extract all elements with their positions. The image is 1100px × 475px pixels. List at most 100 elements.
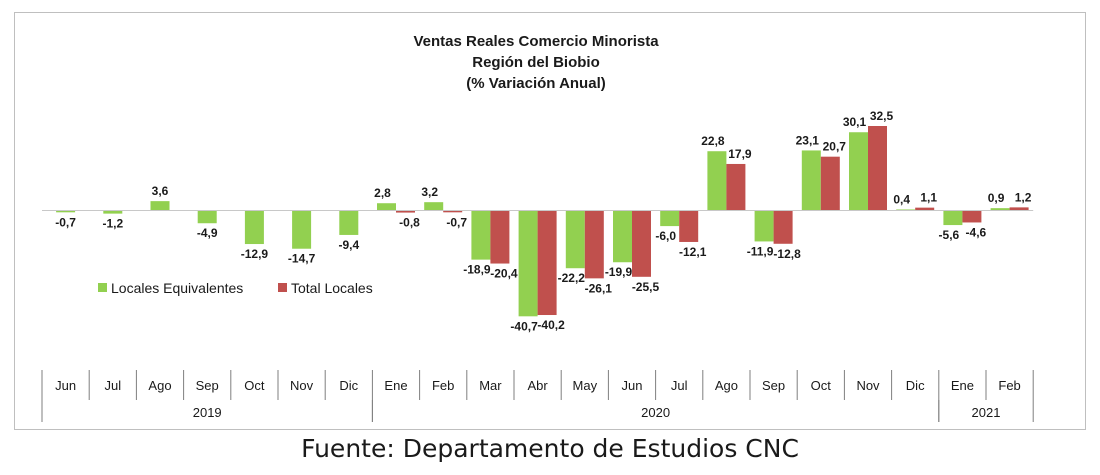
x-tick-label-14: Ago: [715, 378, 738, 393]
x-tick-label-17: Nov: [856, 378, 880, 393]
data-label-locales-equivalentes-8: 3,2: [421, 185, 438, 199]
x-tick-label-3: Sep: [196, 378, 219, 393]
bar-locales-equivalentes-3: [197, 210, 217, 224]
bar-locales-equivalentes-17: [849, 132, 868, 211]
bar-total-locales-9: [490, 210, 510, 264]
x-tick-label-13: Jul: [671, 378, 688, 393]
bar-locales-equivalentes-7: [377, 203, 396, 211]
data-label-locales-equivalentes-20: 0,9: [988, 191, 1005, 205]
bars-layer: [56, 126, 1029, 317]
bar-locales-equivalentes-8: [424, 202, 444, 211]
legend-label-total-locales: Total Locales: [291, 280, 373, 296]
bar-locales-equivalentes-5: [292, 210, 312, 249]
data-label-locales-equivalentes-1: -1,2: [102, 217, 123, 231]
data-label-total-locales-15: -12,8: [773, 247, 801, 261]
bar-locales-equivalentes-4: [244, 210, 264, 245]
bar-locales-equivalentes-15: [754, 210, 774, 242]
bar-total-locales-16: [820, 156, 840, 211]
x-tick-label-6: Dic: [339, 378, 358, 393]
bar-locales-equivalentes-9: [471, 210, 491, 260]
data-label-locales-equivalentes-15: -11,9: [747, 244, 774, 258]
data-label-total-locales-14: 17,9: [728, 147, 752, 161]
data-label-locales-equivalentes-3: -4,9: [197, 226, 218, 240]
chart-title-line-2: Región del Biobio: [472, 54, 600, 71]
year-label-2020: 2020: [641, 405, 670, 420]
data-label-locales-equivalentes-10: -40,7: [510, 319, 538, 333]
bar-total-locales-8: [443, 210, 463, 213]
bar-locales-equivalentes-10: [518, 210, 538, 317]
x-tick-label-7: Ene: [384, 378, 407, 393]
data-label-locales-equivalentes-12: -19,9: [605, 265, 633, 279]
x-tick-label-2: Ago: [148, 378, 171, 393]
bar-locales-equivalentes-6: [339, 210, 359, 235]
category-axis: Jun Jul Ago Sep Oct Nov Dic Ene Feb Mar Abr May Jun J…: [41, 210, 1034, 422]
data-label-locales-equivalentes-7: 2,8: [374, 186, 391, 200]
x-tick-label-0: Jun: [55, 378, 76, 393]
year-label-2019: 2019: [193, 405, 222, 420]
bar-locales-equivalentes-11: [565, 210, 585, 269]
x-tick-label-18: Dic: [906, 378, 925, 393]
bar-total-locales-20: [1009, 207, 1029, 211]
bar-locales-equivalentes-20: [990, 208, 1010, 211]
data-label-total-locales-7: -0,8: [399, 216, 420, 230]
bar-locales-equivalentes-16: [801, 150, 821, 211]
bar-locales-equivalentes-18: [896, 209, 916, 211]
data-label-total-locales-20: 1,2: [1015, 190, 1032, 204]
bar-locales-equivalentes-2: [150, 201, 170, 211]
data-label-total-locales-18: 1,1: [920, 191, 937, 205]
data-label-locales-equivalentes-9: -18,9: [463, 263, 491, 277]
data-label-locales-equivalentes-5: -14,7: [288, 252, 316, 266]
data-label-total-locales-19: -4,6: [966, 225, 987, 239]
data-label-locales-equivalentes-14: 22,8: [701, 134, 725, 148]
legend-swatch-total-locales: [278, 283, 287, 292]
legend-label-locales-equivalentes: Locales Equivalentes: [111, 280, 243, 296]
data-label-total-locales-9: -20,4: [490, 267, 518, 281]
data-label-locales-equivalentes-2: 3,6: [152, 184, 169, 198]
data-label-locales-equivalentes-16: 23,1: [796, 133, 820, 147]
data-label-locales-equivalentes-11: -22,2: [558, 271, 586, 285]
legend-swatch-locales-equivalentes: [98, 283, 107, 292]
bar-total-locales-11: [584, 210, 604, 279]
bar-chart: Ventas Reales Comercio Minorista Región …: [41, 33, 1034, 422]
data-label-total-locales-17: 32,5: [870, 109, 894, 123]
data-label-locales-equivalentes-17: 30,1: [843, 115, 867, 129]
bar-total-locales-17: [868, 126, 887, 211]
data-labels-layer: -0,7 -1,2 3,6 -4,9 -12,9 -14,7 -9,4 2,8 -0,8 3,2 -…: [55, 109, 1032, 333]
bar-locales-equivalentes-14: [707, 151, 727, 211]
bar-total-locales-15: [773, 210, 793, 244]
x-tick-label-19: Ene: [951, 378, 974, 393]
x-tick-label-8: Feb: [432, 378, 454, 393]
data-label-locales-equivalentes-19: -5,6: [939, 228, 960, 242]
bar-total-locales-12: [632, 210, 651, 277]
source-note: Fuente: Departamento de Estudios CNC: [301, 434, 799, 463]
x-tick-label-11: May: [573, 378, 598, 393]
chart-title: Ventas Reales Comercio Minorista Región …: [413, 33, 659, 92]
data-label-total-locales-11: -26,1: [585, 281, 613, 295]
x-tick-label-20: Feb: [998, 378, 1020, 393]
x-tick-label-9: Mar: [479, 378, 502, 393]
x-tick-label-10: Abr: [527, 378, 548, 393]
chart-frame: [14, 12, 1086, 430]
bar-locales-equivalentes-1: [103, 210, 123, 214]
chart-title-line-3: (% Variación Anual): [466, 75, 605, 92]
data-label-total-locales-12: -25,5: [632, 280, 660, 294]
data-label-total-locales-8: -0,7: [446, 215, 467, 229]
bar-total-locales-7: [396, 210, 415, 213]
data-label-total-locales-13: -12,1: [679, 245, 707, 259]
data-label-total-locales-16: 20,7: [823, 140, 847, 154]
bar-locales-equivalentes-13: [660, 210, 680, 227]
bar-total-locales-13: [679, 210, 699, 242]
chart-title-line-1: Ventas Reales Comercio Minorista: [413, 33, 659, 50]
x-tick-label-16: Oct: [811, 378, 832, 393]
data-label-locales-equivalentes-6: -9,4: [338, 238, 359, 252]
x-tick-label-1: Jul: [104, 378, 121, 393]
bar-total-locales-10: [537, 210, 557, 316]
bar-locales-equivalentes-12: [613, 210, 632, 263]
x-tick-label-12: Jun: [622, 378, 643, 393]
x-tick-label-5: Nov: [290, 378, 314, 393]
data-label-total-locales-10: -40,2: [537, 318, 565, 332]
bar-total-locales-19: [962, 210, 982, 223]
year-label-2021: 2021: [972, 405, 1001, 420]
x-tick-label-15: Sep: [762, 378, 785, 393]
bar-locales-equivalentes-0: [56, 210, 76, 213]
